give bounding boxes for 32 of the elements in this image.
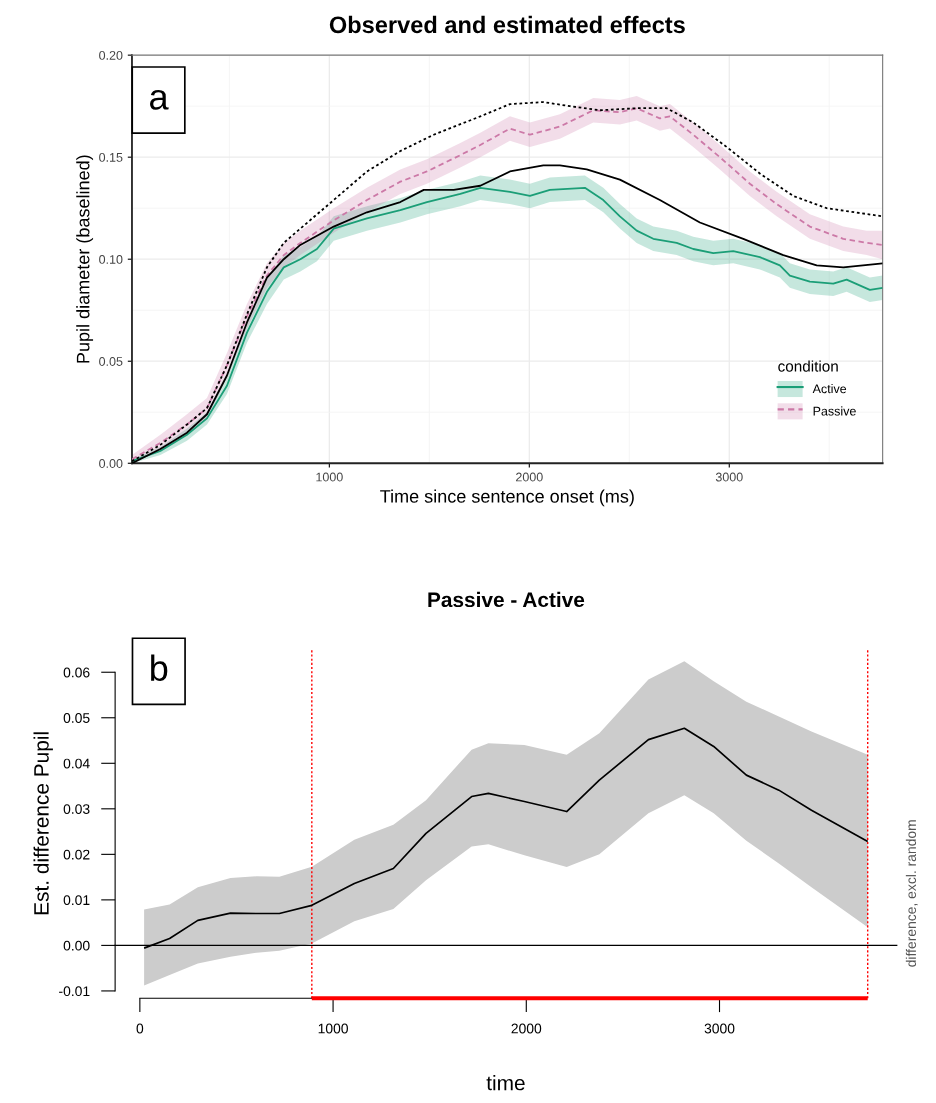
annotation: a bbox=[150, 89, 169, 110]
y-tick-label: 0.05 bbox=[99, 357, 123, 366]
y-tick-label: 0.03 bbox=[63, 804, 90, 814]
y-tick-label: 0.00 bbox=[99, 459, 123, 468]
y-tick-label: 0.06 bbox=[63, 667, 90, 678]
x-tick-label: 0 bbox=[136, 1023, 144, 1034]
y-tick-label: 0.00 bbox=[63, 940, 90, 951]
y-tick-label: 0.01 bbox=[63, 895, 90, 906]
y-tick-label: -0.01 bbox=[59, 986, 90, 997]
y-tick-label: 0.20 bbox=[99, 50, 123, 60]
x-axis-title: Time since sentence onset (ms) bbox=[380, 489, 634, 507]
chart-title: Observed and estimated effects bbox=[329, 15, 685, 34]
x-tick-label: 1000 bbox=[318, 1023, 348, 1034]
annotation: b bbox=[151, 654, 168, 681]
y-tick-label: 0.04 bbox=[63, 758, 90, 769]
y-tick-label: 0.10 bbox=[99, 255, 123, 264]
x-tick-label: 1000 bbox=[316, 472, 343, 482]
x-axis-title: time bbox=[486, 1075, 525, 1091]
legend-title: condition bbox=[778, 360, 838, 372]
y-tick-label: 0.15 bbox=[99, 152, 123, 162]
y-tick-label: 0.02 bbox=[63, 849, 90, 860]
x-tick-label: 3000 bbox=[715, 472, 743, 482]
chart-title: Passive - Active bbox=[428, 591, 585, 608]
legend-label: Active bbox=[812, 384, 847, 394]
text: difference, excl. random bbox=[905, 820, 918, 967]
y-axis-title: Pupil diameter (baselined) bbox=[76, 155, 94, 363]
x-tick-label: 2000 bbox=[511, 1023, 542, 1034]
y-axis-title: Est. difference Pupil bbox=[33, 732, 53, 915]
y-tick-label: 0.05 bbox=[63, 713, 90, 723]
x-tick-label: 2000 bbox=[516, 472, 543, 482]
legend-label: Passive bbox=[813, 406, 856, 416]
x-tick-label: 3000 bbox=[704, 1023, 735, 1034]
